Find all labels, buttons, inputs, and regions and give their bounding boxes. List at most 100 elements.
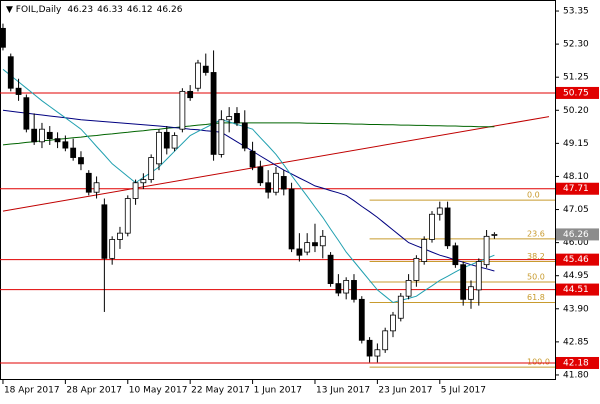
candle-body: [374, 349, 381, 357]
current-price-box: [556, 228, 599, 241]
candle-body: [117, 232, 123, 240]
candle-body: [31, 128, 38, 143]
candle-body: [187, 90, 194, 99]
candle-body: [124, 198, 131, 234]
candle-body: [483, 235, 490, 266]
candle-body: [413, 257, 420, 281]
candle-body: [429, 213, 435, 240]
candle-body: [390, 314, 396, 332]
x-tick-label: 5 Jul 2017: [441, 386, 486, 396]
candle-body: [163, 131, 170, 149]
candle-body: [296, 248, 303, 256]
candle-body: [257, 166, 264, 184]
candle-body: [101, 204, 108, 259]
level-label: 45.46: [563, 255, 589, 265]
x-tick-label: 13 Jun 2017: [316, 386, 370, 396]
level-box: [556, 86, 599, 99]
y-tick-label: 47.05: [563, 205, 589, 215]
candle-body: [280, 176, 287, 190]
candle-body: [54, 138, 61, 143]
candle-body: [421, 239, 428, 262]
candle-body: [436, 207, 443, 215]
plot-frame: [0, 0, 556, 380]
x-tick-label: 28 Apr 2017: [66, 386, 122, 396]
fib-label: 0.0: [527, 191, 540, 200]
candle-body: [475, 261, 482, 291]
title-high: 46.33: [97, 5, 123, 15]
candle-body: [132, 182, 139, 199]
candle-body: [265, 182, 272, 193]
candle-body: [273, 172, 279, 193]
y-tick-label: 50.20: [563, 106, 589, 116]
y-tick-label: 52.30: [563, 40, 589, 50]
x-tick-label: 23 Jun 2017: [378, 386, 432, 396]
trendline: [2, 116, 550, 212]
candle-body: [405, 280, 412, 297]
candle-body: [288, 188, 295, 250]
candle-body: [171, 135, 178, 149]
candle-body: [382, 330, 389, 351]
fib-label: 100.0: [527, 358, 550, 367]
candle-body: [351, 280, 357, 300]
candle-body: [327, 254, 334, 284]
y-tick-label: 41.80: [563, 370, 589, 380]
chart-title: ▼ FOIL,Daily 46.23 46.33 46.12 46.26: [6, 5, 183, 15]
y-tick-label: 51.25: [563, 73, 589, 83]
candle-body: [70, 147, 77, 158]
candle-body: [226, 116, 233, 121]
title-low: 46.12: [127, 5, 153, 15]
moving-average: [2, 109, 495, 272]
candle-body: [312, 242, 318, 247]
y-tick-label: 53.35: [563, 7, 589, 17]
moving-average: [2, 122, 495, 146]
candle-body: [468, 286, 474, 300]
candle-body: [202, 65, 209, 73]
candle-body: [241, 122, 248, 149]
level-label: 44.51: [563, 285, 589, 295]
title-arrow: ▼: [6, 5, 16, 15]
x-tick-label: 18 Apr 2017: [4, 386, 60, 396]
candle-body: [46, 131, 53, 140]
title-symbol: FOIL,Daily: [16, 5, 62, 15]
candle-body: [23, 97, 30, 130]
candle-body: [304, 242, 311, 253]
candle-body: [210, 72, 217, 155]
level-label: 42.18: [563, 358, 589, 368]
candle-body: [491, 234, 498, 236]
candle-body: [148, 157, 155, 181]
y-tick-label: 48.10: [563, 172, 589, 182]
level-box: [556, 182, 599, 195]
candle-body: [234, 113, 240, 124]
candle-body: [0, 27, 6, 48]
candle-body: [15, 87, 22, 95]
y-tick-label: 43.90: [563, 304, 589, 314]
candle-body: [335, 283, 342, 294]
candle-body: [62, 141, 69, 149]
candle-body: [397, 295, 404, 319]
x-tick-label: 22 May 2017: [191, 386, 250, 396]
level-box: [556, 283, 599, 296]
candle-body: [109, 239, 116, 259]
current-price-label: 46.26: [563, 230, 589, 240]
candle-body: [85, 172, 92, 193]
candle-body: [7, 56, 14, 89]
candle-body: [319, 235, 326, 247]
candle-body: [460, 264, 467, 300]
moving-average: [2, 68, 495, 304]
title-open: 46.23: [67, 5, 93, 15]
candle-body: [39, 128, 45, 143]
y-tick-label: 46.00: [563, 238, 589, 248]
candle-body: [195, 62, 201, 89]
fib-label: 23.6: [527, 229, 545, 238]
level-label: 50.75: [563, 88, 589, 98]
candle-body: [156, 131, 162, 165]
y-tick-label: 42.85: [563, 337, 589, 347]
fib-label: 38.2: [527, 252, 545, 261]
candle-body: [444, 207, 451, 247]
y-tick-label: 49.15: [563, 139, 589, 149]
candle-body: [78, 157, 84, 165]
candle-body: [93, 182, 100, 193]
candle-body: [366, 339, 373, 357]
level-box: [556, 356, 599, 369]
